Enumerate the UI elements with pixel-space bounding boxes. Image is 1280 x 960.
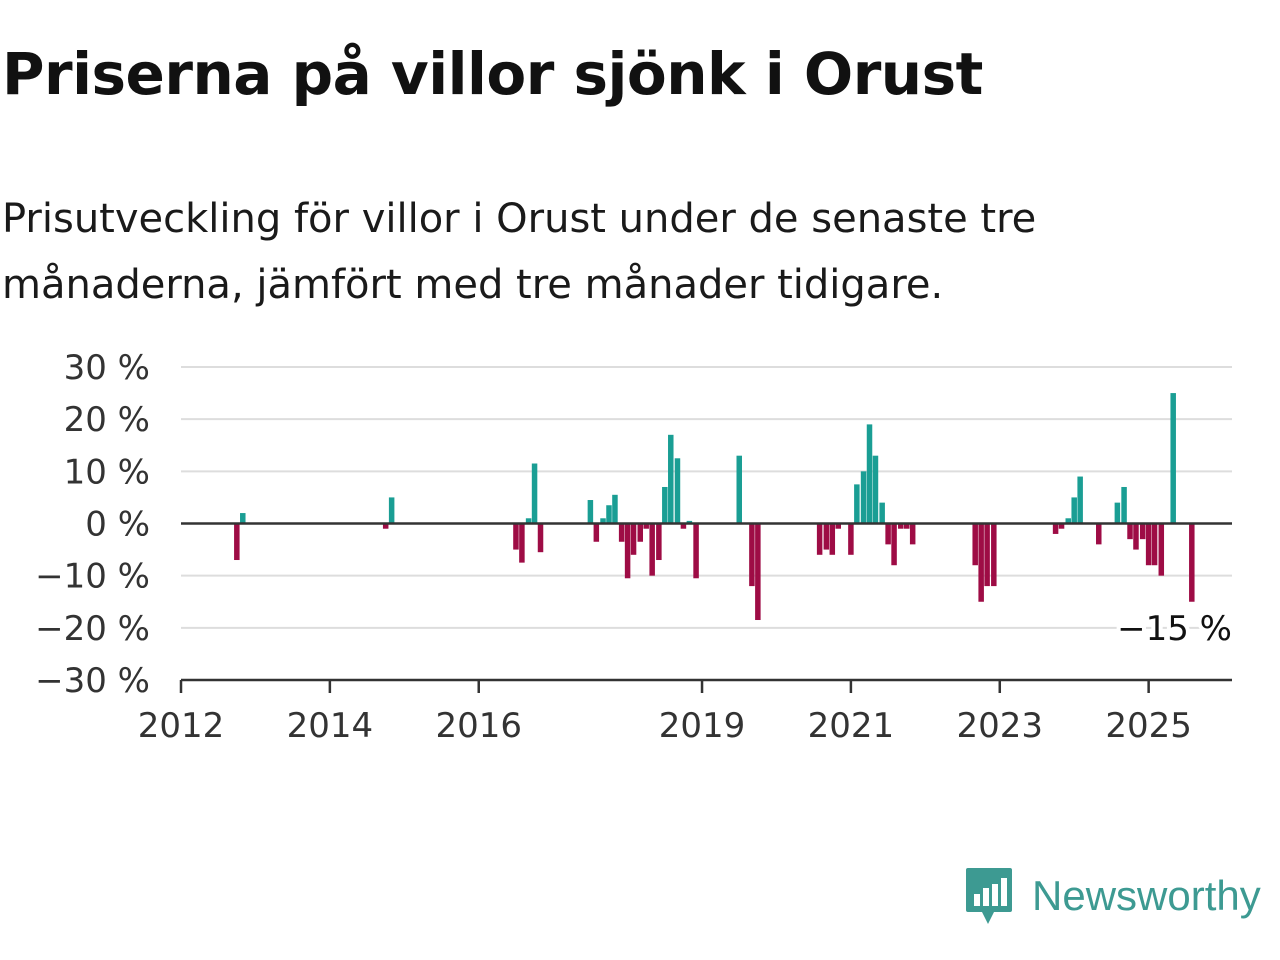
bar [1114, 502, 1121, 524]
bar [749, 523, 755, 587]
bar [388, 497, 395, 524]
bar [1151, 523, 1158, 566]
bar [829, 523, 836, 555]
x-tick-label: 2025 [1105, 706, 1192, 746]
bar [736, 455, 743, 524]
bar [1133, 523, 1139, 550]
bar [693, 523, 699, 579]
bar [519, 523, 525, 563]
bar [624, 523, 631, 579]
bar [978, 523, 984, 602]
bar [686, 520, 693, 524]
bar [816, 523, 823, 555]
tick-labels: 30 % 20 % 10 % 0 % −10 % −20 % −30 % 2012 2014 20… [35, 348, 1236, 746]
bar [680, 523, 687, 529]
x-tick-label: 2019 [659, 706, 746, 746]
bar [525, 518, 532, 524]
bar [382, 523, 389, 529]
bar [879, 502, 885, 524]
x-tick-label: 2023 [957, 706, 1044, 746]
bar [612, 494, 618, 524]
y-tick-label: 30 % [64, 348, 150, 388]
gridlines [181, 366, 1232, 629]
brand-name: Newsworthy [1032, 872, 1261, 919]
brand-logo: Newsworthy [964, 866, 1261, 926]
x-tick-label: 2016 [435, 706, 522, 746]
y-tick-label: 10 % [64, 452, 150, 492]
bar [1052, 523, 1059, 534]
bar [903, 523, 910, 529]
bar [823, 523, 830, 550]
y-tick-label: −10 % [35, 557, 150, 597]
bar [668, 434, 674, 524]
axes [179, 522, 1232, 693]
bar [898, 523, 904, 529]
chat-bar-chart-icon [966, 868, 1012, 924]
bar [643, 523, 649, 529]
bar [972, 523, 978, 566]
bar [1139, 523, 1146, 540]
chart-subtitle: Prisutveckling för villor i Orust under … [2, 196, 1037, 308]
bar [662, 486, 668, 524]
bar [1096, 523, 1102, 545]
bar [872, 455, 879, 524]
bar [991, 523, 997, 587]
bar [1189, 523, 1195, 602]
bar [1065, 518, 1071, 524]
bar [860, 471, 867, 524]
bar [1058, 523, 1065, 529]
bar [885, 523, 891, 545]
bar [891, 523, 897, 566]
bar [537, 523, 544, 553]
bar [531, 463, 538, 524]
bar [600, 518, 606, 524]
y-tick-label: −20 % [35, 609, 150, 649]
bar [848, 523, 854, 555]
bars [234, 393, 1195, 621]
bar [1127, 523, 1133, 540]
x-tick-label: 2021 [808, 706, 895, 746]
bar [755, 523, 761, 621]
bar [1158, 523, 1165, 576]
bar [656, 523, 662, 561]
bar [606, 505, 612, 524]
bar [1170, 393, 1176, 524]
bar [1071, 497, 1077, 524]
bar [240, 513, 246, 524]
bar [234, 523, 240, 561]
bar [513, 523, 519, 550]
bar [1077, 476, 1083, 524]
bar [649, 523, 655, 576]
bar [854, 484, 860, 524]
y-tick-label: 20 % [64, 400, 150, 440]
bar [835, 523, 841, 529]
last-value-label: −15 % [1117, 609, 1232, 649]
chart-title: Priserna på villor sjönk i Orust [2, 40, 983, 108]
bar [674, 458, 681, 524]
bar [866, 424, 873, 524]
bar [630, 523, 637, 555]
y-tick-label: −30 % [35, 661, 150, 701]
bar [587, 500, 594, 524]
x-tick-label: 2012 [138, 706, 225, 746]
bar [909, 523, 916, 545]
bar [618, 523, 625, 542]
bar [1145, 523, 1152, 566]
bar [1121, 486, 1127, 524]
bar [637, 523, 644, 542]
bar [593, 523, 600, 542]
y-tick-label: 0 % [85, 505, 150, 545]
x-tick-label: 2014 [287, 706, 374, 746]
bar [984, 523, 990, 587]
